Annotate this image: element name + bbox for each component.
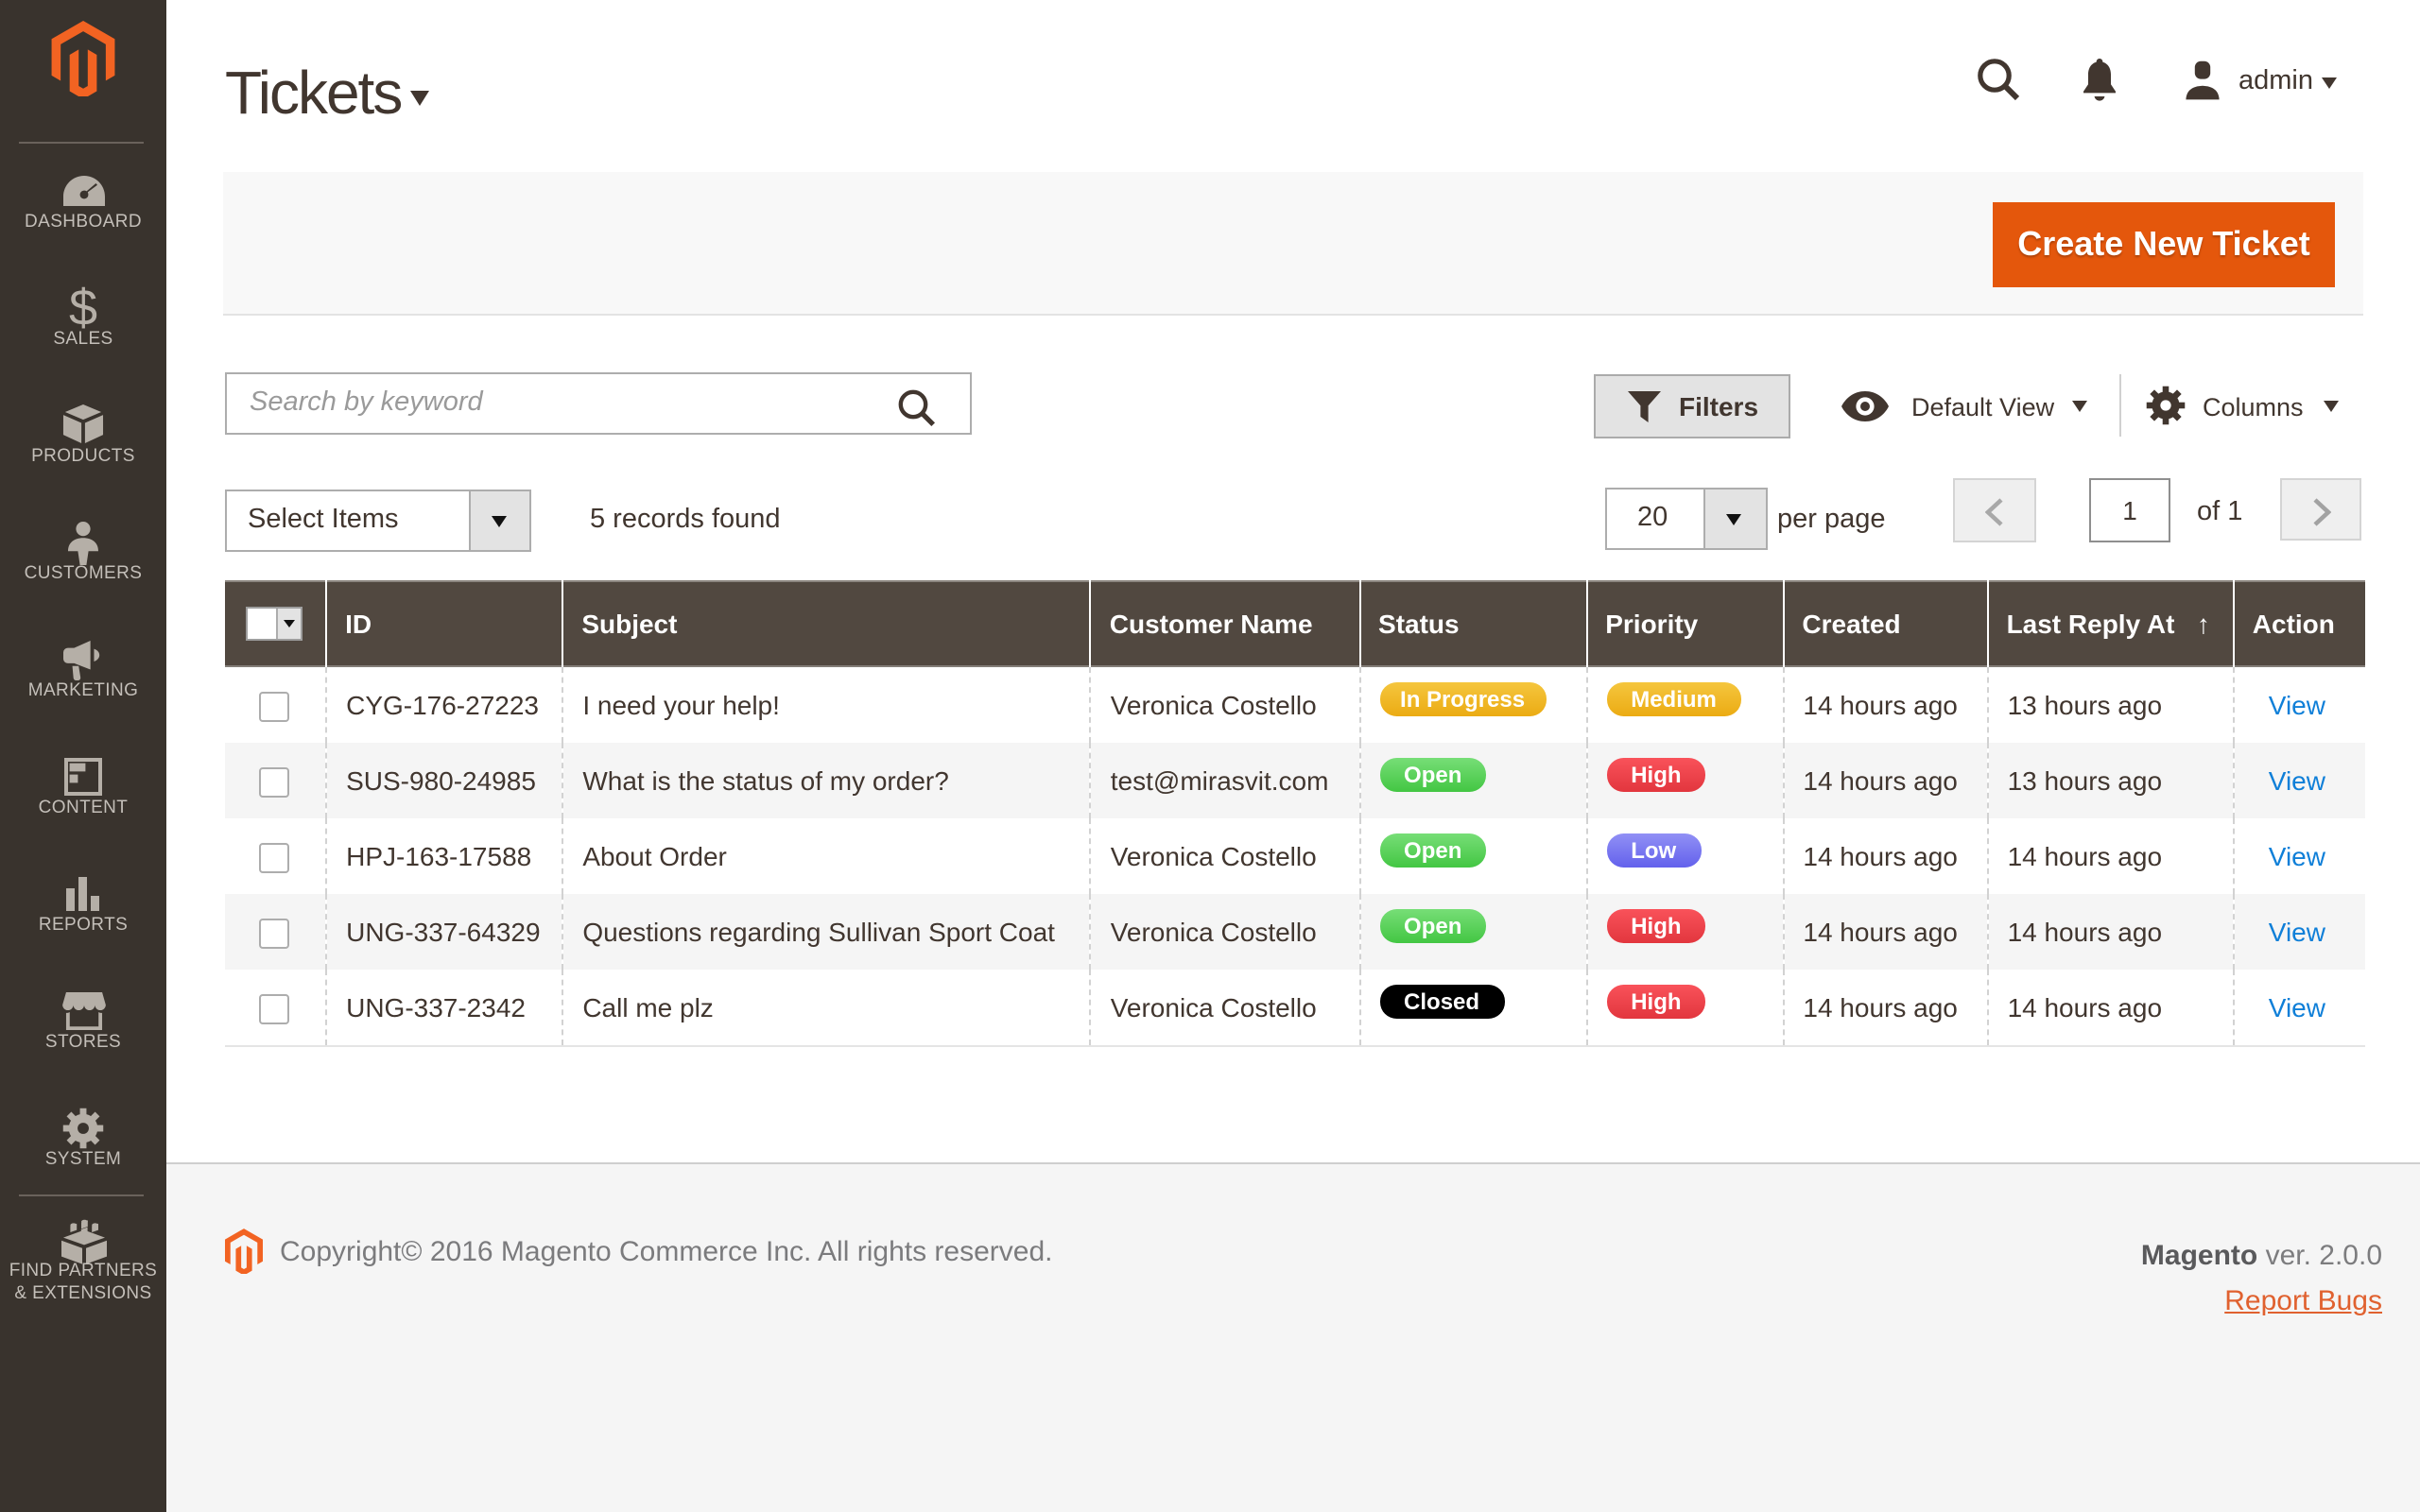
svg-text:$: $ xyxy=(69,283,97,334)
